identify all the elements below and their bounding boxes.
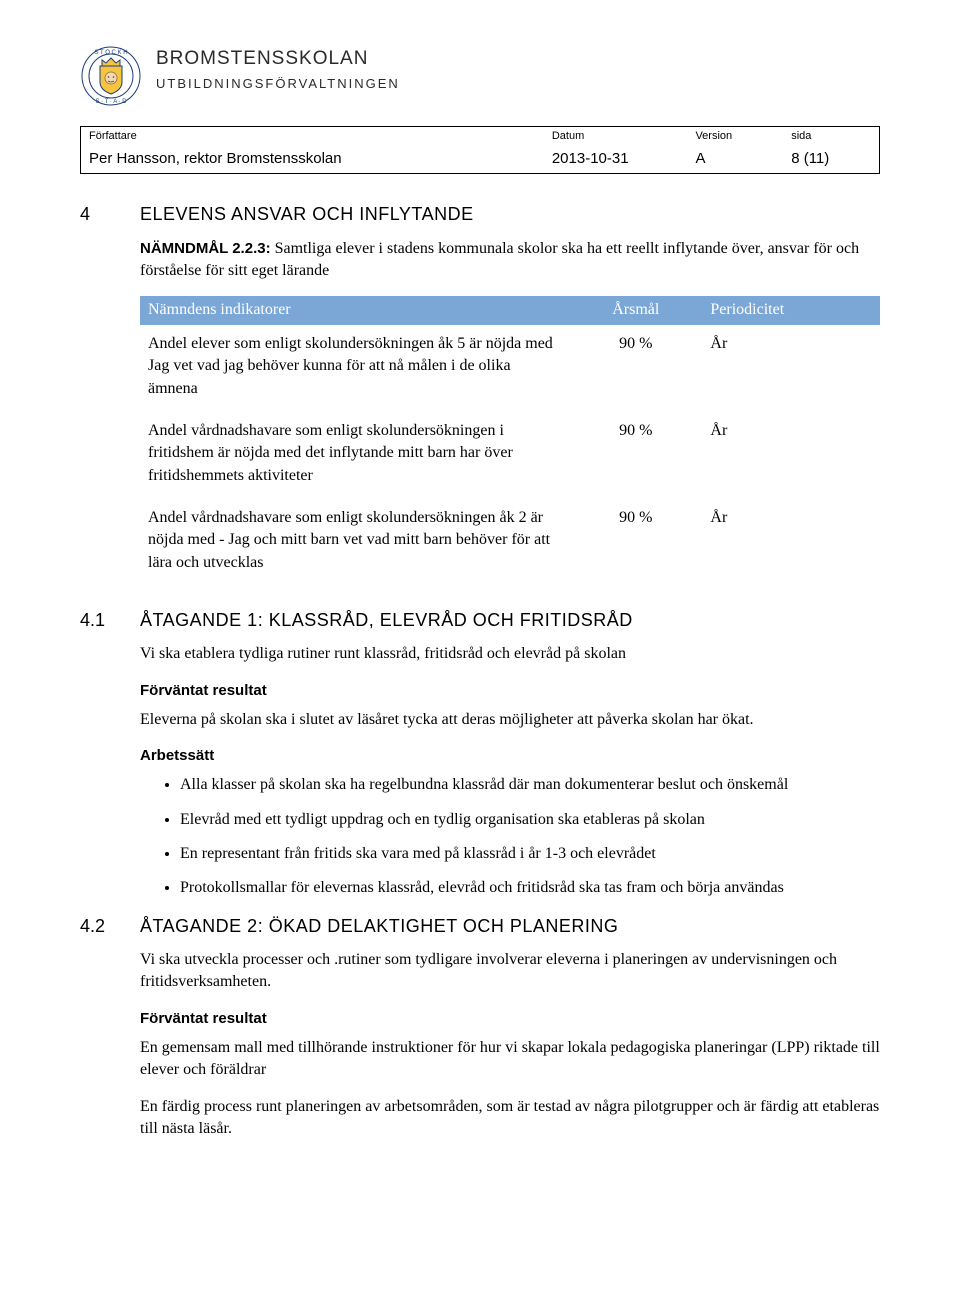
list-item: Alla klasser på skolan ska ha regelbundn… <box>180 774 880 796</box>
section-4-1-title: ÅTAGANDE 1: KLASSRÅD, ELEVRÅD OCH FRITID… <box>140 608 633 633</box>
section-4-2-title: ÅTAGANDE 2: ÖKAD DELAKTIGHET OCH PLANERI… <box>140 914 618 939</box>
cell-indicator: Andel elever som enligt skolundersökning… <box>140 325 569 412</box>
meta-author: Per Hansson, rektor Bromstensskolan <box>81 146 544 173</box>
section-4-number: 4 <box>80 202 140 227</box>
svg-text:S T O C K H: S T O C K H <box>94 50 127 56</box>
th-target: Årsmål <box>569 296 702 324</box>
document-header: S T O C K H S · T · A · D BROMSTENSSKOLA… <box>80 40 880 174</box>
sec42-p1: En gemensam mall med tillhörande instruk… <box>140 1037 880 1082</box>
section-4-1-heading: 4.1 ÅTAGANDE 1: KLASSRÅD, ELEVRÅD OCH FR… <box>80 608 880 633</box>
cell-value: 90 % <box>569 412 702 499</box>
school-name: BROMSTENSSKOLAN <box>156 46 400 73</box>
header-titles: BROMSTENSSKOLAN UTBILDNINGSFÖRVALTNINGEN <box>156 40 400 93</box>
goal-label: NÄMNDMÅL 2.2.3: <box>140 240 271 257</box>
meta-label-author: Författare <box>81 127 544 146</box>
sec41-bullets: Alla klasser på skolan ska ha regelbundn… <box>180 774 880 900</box>
sec42-p2: En färdig process runt planeringen av ar… <box>140 1096 880 1141</box>
table-row: Andel elever som enligt skolundersökning… <box>140 325 880 412</box>
document-meta-box: Författare Datum Version sida Per Hansso… <box>80 126 880 174</box>
section-4-2-number: 4.2 <box>80 914 140 939</box>
meta-label-version: Version <box>687 127 783 146</box>
header-top: S T O C K H S · T · A · D BROMSTENSSKOLA… <box>80 40 880 118</box>
cell-indicator: Andel vårdnadshavare som enligt skolunde… <box>140 499 569 586</box>
section-4-1-number: 4.1 <box>80 608 140 633</box>
indicators-table: Nämndens indikatorer Årsmål Periodicitet… <box>140 296 880 586</box>
cell-value: 90 % <box>569 325 702 412</box>
section-4-heading: 4 ELEVENS ANSVAR OCH INFLYTANDE <box>80 202 880 227</box>
cell-indicator: Andel vårdnadshavare som enligt skolunde… <box>140 412 569 499</box>
sec42-intro: Vi ska utveckla processer och .rutiner s… <box>140 949 880 994</box>
department-name: UTBILDNINGSFÖRVALTNINGEN <box>156 75 400 93</box>
table-row: Andel vårdnadshavare som enligt skolunde… <box>140 412 880 499</box>
method-label: Arbetssätt <box>140 745 880 766</box>
cell-value: 90 % <box>569 499 702 586</box>
meta-label-page: sida <box>783 127 879 146</box>
meta-date: 2013-10-31 <box>544 146 688 173</box>
meta-version: A <box>687 146 783 173</box>
list-item: Elevråd med ett tydligt uppdrag och en t… <box>180 809 880 831</box>
meta-page: 8 (11) <box>783 146 879 173</box>
list-item: Protokollsmallar för elevernas klassråd,… <box>180 877 880 899</box>
section-4-2-heading: 4.2 ÅTAGANDE 2: ÖKAD DELAKTIGHET OCH PLA… <box>80 914 880 939</box>
table-header-row: Nämndens indikatorer Årsmål Periodicitet <box>140 296 880 324</box>
sec41-expected-text: Eleverna på skolan ska i slutet av läsår… <box>140 709 880 731</box>
cell-period: År <box>702 412 880 499</box>
sec41-intro: Vi ska etablera tydliga rutiner runt kla… <box>140 643 880 665</box>
list-item: En representant från fritids ska vara me… <box>180 843 880 865</box>
table-row: Andel vårdnadshavare som enligt skolunde… <box>140 499 880 586</box>
section-4-body: NÄMNDMÅL 2.2.3: Samtliga elever i staden… <box>140 238 880 587</box>
stockholm-crest-icon: S T O C K H S · T · A · D <box>80 40 142 118</box>
th-period: Periodicitet <box>702 296 880 324</box>
cell-period: År <box>702 499 880 586</box>
expected-result-label: Förväntat resultat <box>140 680 880 701</box>
section-4-title: ELEVENS ANSVAR OCH INFLYTANDE <box>140 202 474 227</box>
goal-paragraph: NÄMNDMÅL 2.2.3: Samtliga elever i staden… <box>140 238 880 283</box>
svg-text:S · T · A · D: S · T · A · D <box>95 99 127 105</box>
meta-label-date: Datum <box>544 127 688 146</box>
section-4-2-body: Vi ska utveckla processer och .rutiner s… <box>140 949 880 1140</box>
section-4-1-body: Vi ska etablera tydliga rutiner runt kla… <box>140 643 880 899</box>
th-indicator: Nämndens indikatorer <box>140 296 569 324</box>
expected-result-label-2: Förväntat resultat <box>140 1008 880 1029</box>
cell-period: År <box>702 325 880 412</box>
